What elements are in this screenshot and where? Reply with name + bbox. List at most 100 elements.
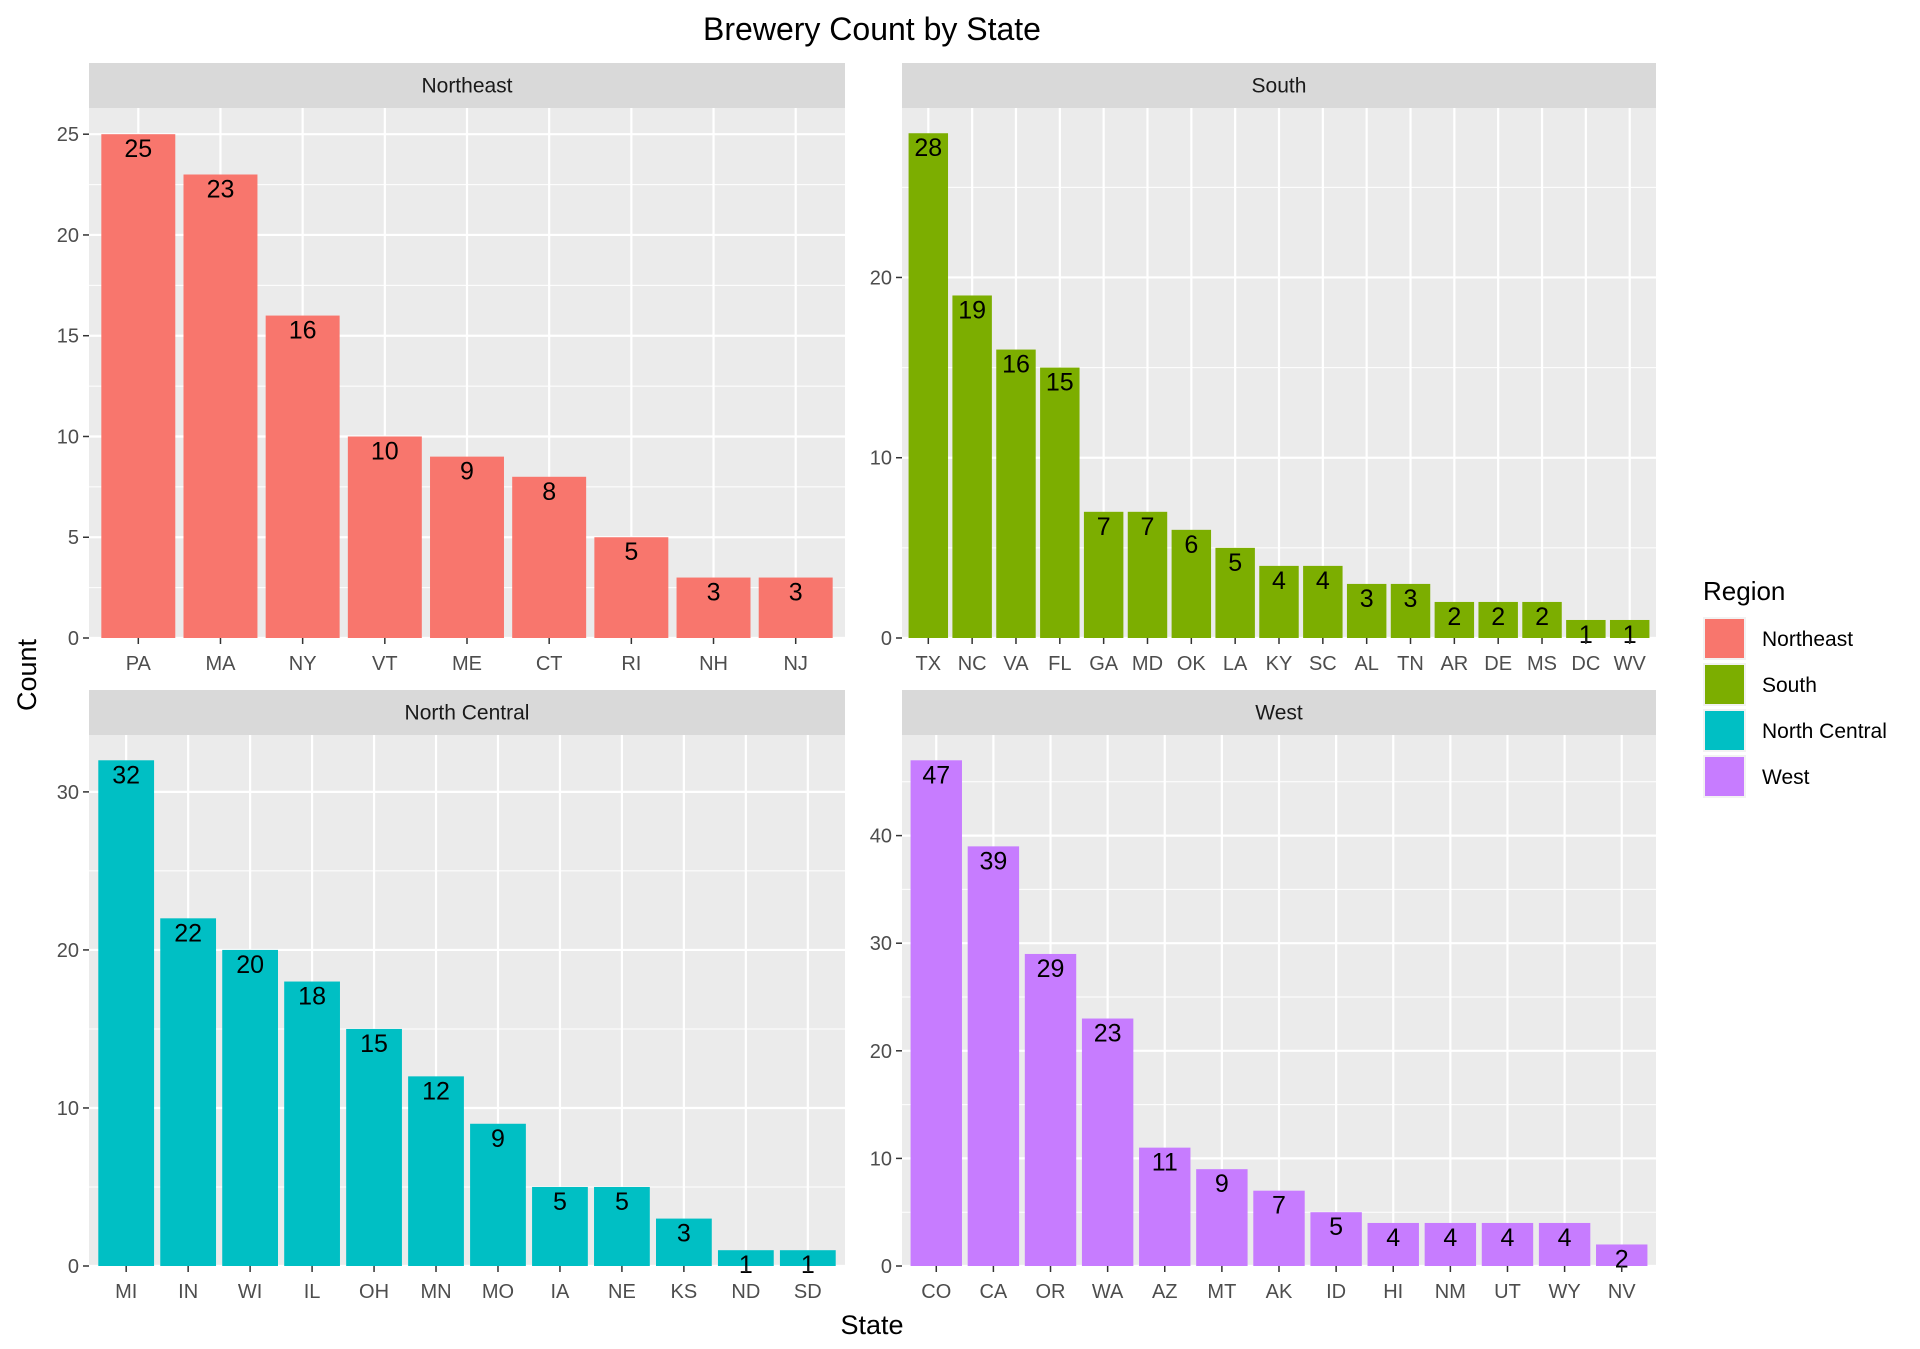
value-label-ne: 5 bbox=[615, 1188, 629, 1216]
x-tick-label: AK bbox=[1266, 1281, 1293, 1303]
x-tick-label: ID bbox=[1326, 1281, 1346, 1303]
x-axis: CO CA OR WA AZ MT AK ID HI NM UT WY NV bbox=[921, 1266, 1636, 1303]
facet-strip: Northeast bbox=[89, 63, 845, 108]
value-label-ak: 7 bbox=[1272, 1192, 1286, 1220]
facet-strip-label: North Central bbox=[405, 702, 530, 725]
x-tick-label: IN bbox=[178, 1281, 198, 1303]
bar-id bbox=[1310, 1212, 1362, 1266]
value-label-ri: 5 bbox=[624, 538, 638, 566]
facet-strip-label: Northeast bbox=[421, 75, 512, 98]
value-labels: 28 19 16 15 7 7 6 5 4 4 3 3 2 2 2 1 1 bbox=[914, 134, 1636, 649]
bar-ak bbox=[1253, 1190, 1305, 1266]
y-tick-label: 10 bbox=[870, 448, 892, 470]
x-axis: PA MA NY VT ME CT RI NH NJ bbox=[126, 638, 808, 675]
legend-swatch bbox=[1705, 757, 1744, 796]
value-label-nv: 2 bbox=[1615, 1245, 1629, 1273]
x-tick-label: NV bbox=[1608, 1281, 1636, 1303]
bar-ma bbox=[183, 174, 258, 639]
bar-mo bbox=[470, 1123, 526, 1266]
x-tick-label: WI bbox=[238, 1281, 262, 1303]
facet-strip: North Central bbox=[89, 690, 845, 735]
legend-item-south: South bbox=[1703, 663, 1817, 706]
value-label-pa: 25 bbox=[124, 135, 152, 163]
legend-swatch bbox=[1705, 711, 1744, 750]
bar-fl bbox=[1040, 367, 1080, 638]
value-label-mt: 9 bbox=[1215, 1170, 1229, 1198]
value-label-nm: 4 bbox=[1443, 1224, 1457, 1252]
bar-nh bbox=[676, 577, 751, 638]
x-tick-label: AZ bbox=[1152, 1281, 1178, 1303]
bar-ar bbox=[1434, 601, 1475, 638]
facet-panel-south: South 0 10 20 28 19 16 15 7 7 6 5 4 4 3 3 2 2 2 1 1 TX NC VA FL G… bbox=[870, 63, 1656, 675]
x-tick-label: DC bbox=[1571, 653, 1600, 675]
value-label-nh: 3 bbox=[707, 579, 721, 607]
x-tick-label: NY bbox=[289, 653, 317, 675]
x-tick-label: GA bbox=[1089, 653, 1119, 675]
x-tick-label: CA bbox=[979, 1281, 1007, 1303]
bar-mt bbox=[1196, 1169, 1248, 1266]
bar-ut bbox=[1481, 1222, 1534, 1266]
x-tick-label: WV bbox=[1614, 653, 1647, 675]
y-tick-label: 30 bbox=[870, 933, 892, 955]
x-tick-label: NM bbox=[1435, 1281, 1466, 1303]
x-tick-label: VA bbox=[1003, 653, 1029, 675]
x-axis: MI IN WI IL OH MN MO IA NE KS ND SD bbox=[115, 1266, 822, 1303]
bar-ri bbox=[594, 537, 669, 638]
x-tick-label: AR bbox=[1440, 653, 1468, 675]
value-labels: 25 23 16 10 9 8 5 3 3 bbox=[124, 135, 802, 606]
x-tick-label: NJ bbox=[783, 653, 807, 675]
value-label-ok: 6 bbox=[1184, 531, 1198, 559]
x-tick-label: UT bbox=[1494, 1281, 1521, 1303]
y-axis: 0 10 20 30 40 bbox=[870, 826, 902, 1278]
y-tick-label: 0 bbox=[881, 628, 892, 650]
value-label-nd: 1 bbox=[739, 1251, 753, 1279]
value-label-nj: 3 bbox=[789, 579, 803, 607]
bar-wy bbox=[1538, 1222, 1591, 1266]
bar-al bbox=[1346, 583, 1387, 638]
x-tick-label: OK bbox=[1177, 653, 1207, 675]
x-tick-label: MS bbox=[1527, 653, 1557, 675]
bars bbox=[908, 133, 1650, 638]
y-axis-title: Count bbox=[12, 638, 42, 711]
y-tick-label: 10 bbox=[57, 426, 79, 448]
legend-item-north-central: North Central bbox=[1703, 709, 1887, 752]
value-label-md: 7 bbox=[1141, 513, 1155, 541]
x-tick-label: MD bbox=[1132, 653, 1163, 675]
facet-strip-background bbox=[902, 690, 1656, 735]
x-tick-label: TN bbox=[1397, 653, 1424, 675]
facet-strip: South bbox=[902, 63, 1656, 108]
bars bbox=[101, 134, 833, 639]
bar-pa bbox=[101, 134, 176, 638]
value-label-ar: 2 bbox=[1447, 603, 1461, 631]
x-tick-label: KS bbox=[671, 1281, 698, 1303]
value-label-mo: 9 bbox=[491, 1125, 505, 1153]
legend-title: Region bbox=[1703, 576, 1785, 606]
y-tick-label: 0 bbox=[68, 628, 79, 650]
value-label-wa: 23 bbox=[1094, 1020, 1122, 1048]
bar-co bbox=[910, 760, 962, 1266]
x-tick-label: MI bbox=[115, 1281, 137, 1303]
value-label-ct: 8 bbox=[542, 478, 556, 506]
x-tick-label: CT bbox=[536, 653, 563, 675]
x-axis-title: State bbox=[840, 1310, 903, 1340]
y-tick-label: 20 bbox=[57, 940, 79, 962]
bar-nd bbox=[717, 1250, 774, 1266]
bar-nm bbox=[1424, 1222, 1477, 1266]
value-label-sc: 4 bbox=[1316, 567, 1330, 595]
bar-oh bbox=[346, 1028, 402, 1266]
value-label-vt: 10 bbox=[371, 437, 399, 465]
x-tick-label: HI bbox=[1383, 1281, 1403, 1303]
x-tick-label: DE bbox=[1484, 653, 1512, 675]
bar-ct bbox=[512, 476, 587, 638]
legend-swatch bbox=[1705, 619, 1744, 658]
facet-panel-northeast: Northeast 0 5 10 15 20 25 25 23 16 10 9 8 5 3 3 PA MA NY VT… bbox=[57, 63, 845, 675]
y-tick-label: 15 bbox=[57, 326, 79, 348]
x-tick-label: IL bbox=[304, 1281, 321, 1303]
bar-wv bbox=[1609, 619, 1650, 638]
facet-strip-background bbox=[89, 690, 845, 735]
bar-nv bbox=[1596, 1244, 1648, 1266]
bar-in bbox=[160, 918, 217, 1266]
y-tick-label: 20 bbox=[870, 267, 892, 289]
